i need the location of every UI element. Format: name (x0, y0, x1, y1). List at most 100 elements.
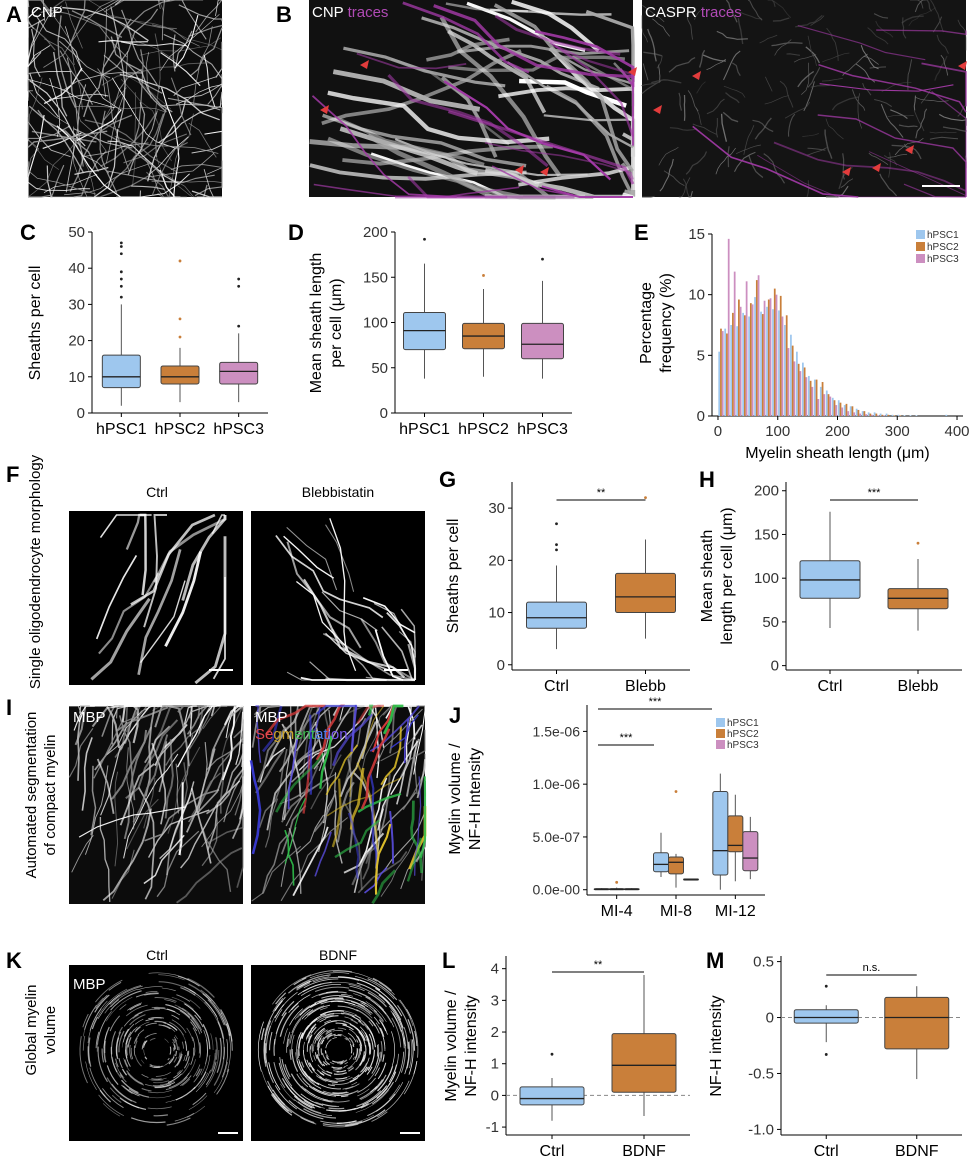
myelin-arc (141, 1074, 149, 1078)
histogram-bar (803, 367, 806, 416)
myelin-arc (151, 1006, 166, 1009)
box (653, 852, 669, 873)
segment-stroke (284, 829, 295, 886)
sheath-stroke (325, 524, 355, 592)
fiber-stroke (87, 104, 163, 178)
myelin-arc (134, 1055, 142, 1067)
x-tick-label: MI-4 (601, 903, 633, 920)
fiber-stroke (74, 105, 167, 113)
legend-label: hPSC1 (727, 718, 759, 729)
myelin-arc (184, 1041, 188, 1051)
fiber-stroke (188, 24, 223, 37)
myelin-arc (345, 1037, 351, 1043)
fiber-stroke (206, 744, 244, 815)
myelin-arc (172, 1038, 176, 1044)
sheath-stroke (400, 608, 416, 658)
fiber-stroke (42, 132, 82, 149)
histogram-bar (805, 377, 808, 416)
myelin-arc (414, 1030, 418, 1047)
sheath-stroke (373, 602, 416, 673)
myelin-arc (377, 1066, 394, 1092)
fiber-stroke (898, 124, 918, 128)
myelin-arc (216, 1037, 222, 1073)
fiber-stroke (678, 92, 682, 111)
myelin-arc (313, 1044, 315, 1052)
myelin-arc (320, 1000, 345, 1005)
fiber-stroke (215, 0, 222, 17)
histogram-bar (885, 413, 888, 416)
fiber-stroke (154, 0, 166, 41)
myelin-arc (98, 1094, 124, 1117)
segmentation-letter: o (331, 726, 339, 743)
myelin-arc (181, 1062, 190, 1075)
panel-i-side-label-2: of compact myelin (42, 735, 59, 856)
myelin-arc (141, 1040, 146, 1050)
fiber-stroke (146, 51, 152, 99)
fiber-stroke (314, 721, 329, 824)
fiber-stroke (102, 8, 107, 98)
histogram-bar (851, 406, 854, 416)
fiber-stroke (880, 103, 904, 138)
histogram-bar (867, 412, 870, 416)
fiber-stroke (902, 17, 907, 39)
myelin-arc (355, 1048, 361, 1063)
fiber-stroke (787, 113, 796, 137)
significance-label: *** (868, 487, 882, 499)
box (521, 322, 564, 360)
myelin-arc (367, 1093, 396, 1117)
myelin-arc (182, 1078, 191, 1086)
fiber-stroke (56, 125, 121, 198)
chart-m: -1.0 -0.5 0 0.5 Ctrl BDNF NF-H intensity n.s. (708, 954, 962, 1157)
myelin-arc (358, 1020, 364, 1026)
fiber-stroke (377, 793, 390, 842)
myelin-arc (103, 1047, 107, 1063)
y-axis-label: Myelin volume / (443, 990, 460, 1102)
myelin-arc (366, 1038, 370, 1047)
x-tick-label: 0 (714, 423, 722, 440)
trace-line (903, 183, 967, 198)
myelin-arc (378, 994, 404, 1029)
y-axis-label: NF-H intensity (708, 995, 725, 1096)
myelin-arc (364, 1066, 370, 1073)
fiber-stroke (103, 54, 163, 94)
myelin-arc (337, 1034, 343, 1036)
y-axis-label: NF-H intensity (463, 995, 480, 1096)
fiber-stroke (144, 705, 156, 797)
histogram-bar (837, 400, 840, 416)
fiber-stroke (413, 706, 426, 775)
myelin-arc (178, 1006, 195, 1020)
fiber-stroke (915, 108, 928, 139)
histogram-bar (767, 299, 770, 416)
myelin-arc (336, 1069, 347, 1073)
x-tick-label: MI-8 (660, 903, 692, 920)
myelin-arc (192, 1064, 201, 1078)
fiber-stroke (100, 735, 130, 816)
outlier-point (237, 277, 241, 281)
x-tick-label: BDNF (895, 1143, 939, 1157)
fiber-stroke (296, 814, 325, 855)
myelin-arc (174, 1050, 178, 1057)
fiber-stroke (318, 709, 331, 772)
panel-b-right-overlay: traces (701, 4, 742, 21)
myelin-arc (345, 1083, 360, 1090)
fiber-stroke (188, 739, 244, 823)
myelin-arc (308, 1004, 331, 1016)
box (742, 831, 759, 872)
x-tick-label: hPSC3 (517, 421, 568, 438)
fiber-stroke (27, 137, 79, 198)
histogram-bar (761, 314, 764, 416)
myelin-arc (361, 1057, 370, 1073)
y-tick-label: 150 (363, 269, 388, 286)
fiber-stroke (108, 113, 165, 191)
myelin-arc (188, 1095, 208, 1111)
myelin-arc (398, 999, 414, 1026)
fiber-stroke (131, 185, 165, 190)
myelin-arc (181, 1041, 185, 1049)
x-tick-label: hPSC3 (213, 421, 264, 438)
myelin-arc (145, 991, 158, 993)
fiber-stroke (76, 109, 122, 142)
fiber-stroke (867, 27, 889, 45)
myelin-arc (371, 1000, 392, 1023)
y-tick-label: 10 (488, 605, 505, 622)
fiber-stroke (322, 113, 527, 168)
